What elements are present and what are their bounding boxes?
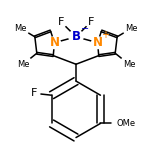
Circle shape [85, 16, 96, 27]
Circle shape [69, 30, 83, 44]
Circle shape [123, 20, 140, 37]
Text: B: B [71, 30, 81, 43]
Text: +: + [101, 30, 109, 40]
Circle shape [120, 56, 138, 73]
Text: OMe: OMe [116, 119, 135, 128]
Text: Me: Me [125, 24, 138, 33]
Text: Me: Me [17, 60, 29, 69]
Circle shape [12, 20, 29, 37]
Text: Me: Me [123, 60, 135, 69]
Circle shape [48, 37, 60, 48]
Circle shape [112, 110, 140, 137]
Circle shape [28, 87, 40, 99]
Text: F: F [88, 17, 94, 27]
Text: −: − [81, 24, 89, 34]
Text: Me: Me [14, 24, 27, 33]
Circle shape [92, 37, 104, 48]
Circle shape [56, 16, 67, 27]
Text: F: F [31, 88, 37, 98]
Text: F: F [58, 17, 64, 27]
Text: N: N [93, 36, 103, 49]
Text: N: N [49, 36, 59, 49]
Circle shape [14, 56, 32, 73]
